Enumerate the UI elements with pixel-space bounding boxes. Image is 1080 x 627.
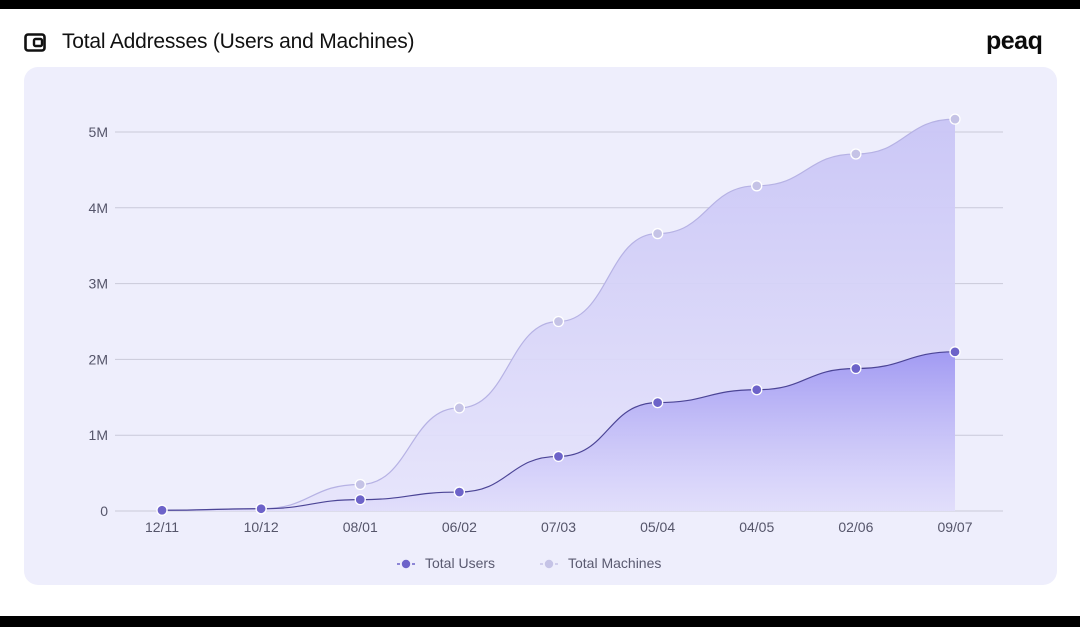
machines-point[interactable] [552,315,565,328]
x-tick-label: 12/11 [145,519,179,535]
x-tick-label: 05/04 [640,519,675,535]
chart-header: Total Addresses (Users and Machines) pea… [0,9,1080,75]
x-tick-label: 09/07 [937,519,972,535]
y-tick-label: 4M [89,200,108,216]
peaq-logo: peaq [986,27,1043,55]
machines-point[interactable] [453,402,466,414]
users-point[interactable] [850,362,862,375]
x-tick-label: 08/01 [343,519,378,535]
users-point[interactable] [255,503,267,515]
x-tick-label: 04/05 [739,519,774,535]
machines-point[interactable] [751,180,763,192]
users-point[interactable] [751,384,763,396]
users-point[interactable] [949,346,961,358]
y-tick-label: 1M [89,427,108,443]
wallet-icon [24,33,46,52]
machines-point[interactable] [850,148,862,160]
x-tick-label: 02/06 [838,519,873,535]
y-tick-label: 2M [89,351,108,367]
y-tick-label: 5M [89,124,108,140]
users-point[interactable] [552,450,565,463]
users-point[interactable] [156,504,168,516]
legend-label: Total Users [425,555,495,571]
machines-point[interactable] [949,113,961,125]
users-point[interactable] [453,486,466,498]
chart-title: Total Addresses (Users and Machines) [62,30,415,53]
legend-marker-dot [544,559,554,569]
x-tick-label: 10/12 [244,519,279,535]
users-point[interactable] [651,396,664,409]
y-tick-label: 0 [100,503,108,519]
machines-point[interactable] [354,478,366,491]
y-tick-label: 3M [89,276,108,292]
legend-item-users[interactable]: Total Users [397,555,495,571]
legend-label: Total Machines [568,555,661,571]
users-point[interactable] [354,493,366,506]
machines-point[interactable] [651,227,664,240]
x-tick-label: 06/02 [442,519,477,535]
x-tick-label: 07/03 [541,519,576,535]
legend-item-machines[interactable]: Total Machines [540,555,661,571]
legend-marker-dot [401,559,411,569]
